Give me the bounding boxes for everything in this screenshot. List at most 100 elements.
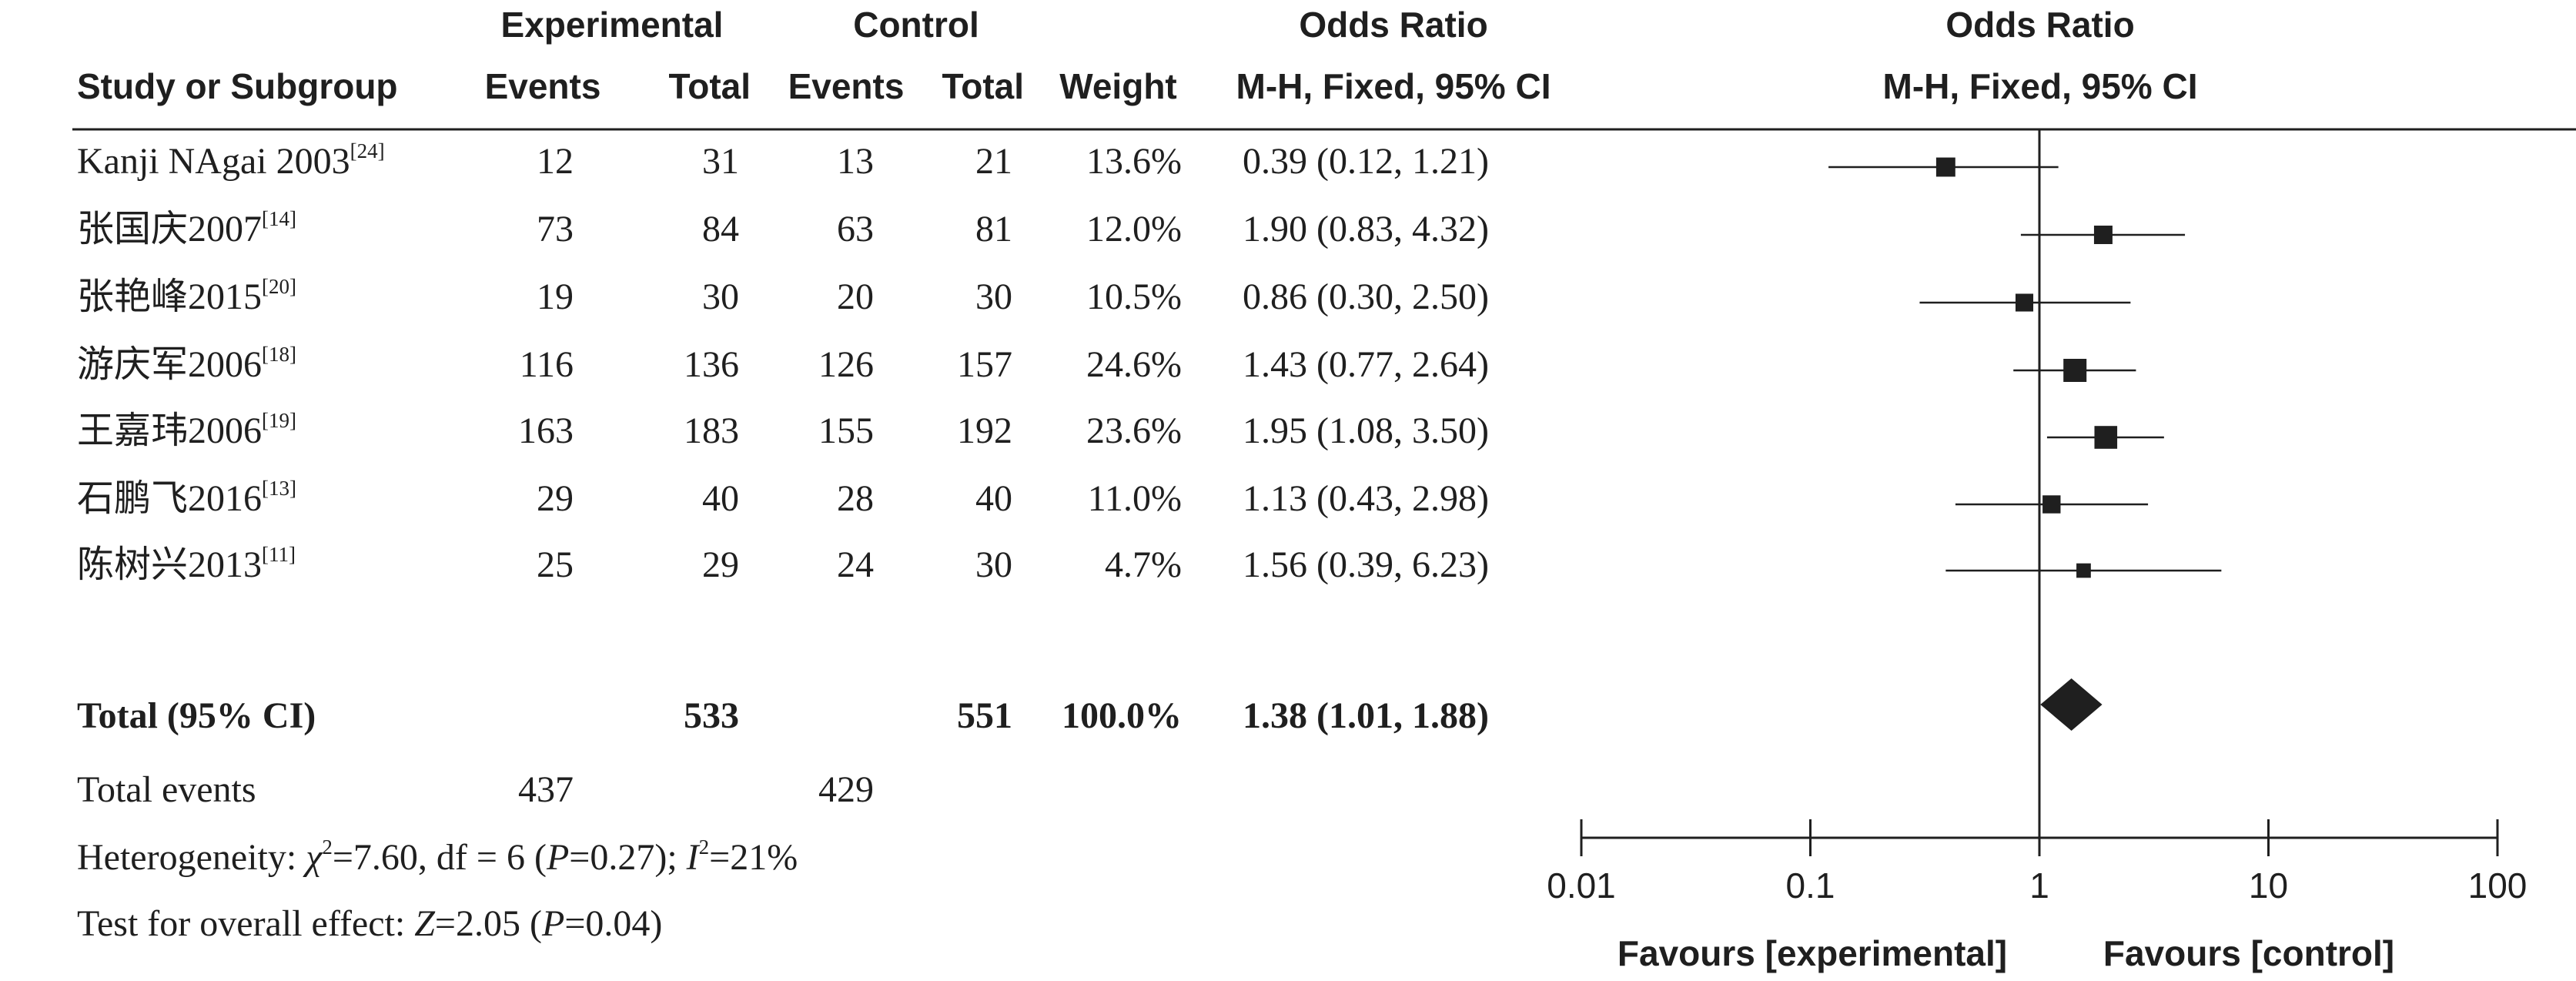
ctl-total-cell: 40 [975,478,1012,519]
total-events-ctl: 429 [818,769,874,810]
exp-events-cell: 25 [537,544,574,585]
study-reference: [20] [262,275,296,298]
study-name-cell: 石鹏飞2016[13] [77,477,296,525]
study-reference: [24] [350,139,385,162]
study-name-cell: 张艳峰2015[20] [77,275,296,323]
experimental-group-header: Experimental [500,5,724,45]
exp-events-cell: 12 [537,141,574,182]
ctl-total-cell: 81 [975,209,1012,249]
exp-events-cell: 116 [519,344,574,385]
favours-control-label: Favours [control] [2103,933,2394,973]
odds-ratio-table-header: Odds Ratio [1299,5,1488,45]
ctl-events-cell: 13 [837,141,874,182]
study-effect-square [2042,495,2061,514]
weight-cell: 11.0% [1087,478,1182,519]
study-effect-square [2076,563,2091,578]
total-label: Total (95% CI) [77,695,316,736]
ctl-total-cell: 192 [957,410,1012,451]
total-events-exp: 437 [518,769,574,810]
total-ctl-total: 551 [957,695,1012,736]
x-axis-tick-label: 1 [2029,865,2049,906]
exp-total-cell: 136 [684,344,739,385]
ctl-total-cell: 157 [957,344,1012,385]
ctl-events-cell: 63 [837,209,874,249]
exp-total-cell: 40 [702,478,739,519]
exp-events-cell: 29 [537,478,574,519]
weight-cell: 10.5% [1086,276,1182,317]
ci-text-cell: 1.56 (0.39, 6.23) [1243,544,1489,585]
weight-cell: 13.6% [1086,141,1182,182]
study-name-cell: 张国庆2007[14] [77,207,296,256]
total-weight: 100.0% [1062,695,1182,736]
study-reference: [14] [262,207,296,230]
study-name: 张艳峰2015 [77,276,263,317]
ci-text-cell: 0.86 (0.30, 2.50) [1243,276,1489,317]
weight-column-header: Weight [1059,66,1177,106]
total-ci-text: 1.38 (1.01, 1.88) [1243,695,1489,736]
exp-total-cell: 183 [684,410,739,451]
study-reference: [18] [262,343,296,366]
study-effect-square [1935,157,1955,177]
study-effect-square [2094,426,2118,449]
ctl-events-cell: 155 [818,410,874,451]
study-name-cell: Kanji NAgai 2003[24] [77,139,385,188]
study-name: 王嘉玮2006 [77,410,263,451]
ctl-events-cell: 28 [837,478,874,519]
method-plot-header: M-H, Fixed, 95% CI [1882,66,2198,106]
study-name-cell: 陈树兴2013[11] [77,543,296,591]
heterogeneity-text: Heterogeneity: χ2=7.60, df = 6 (P=0.27);… [77,835,798,878]
x-axis-tick-label: 100 [2468,865,2527,906]
weight-cell: 12.0% [1086,209,1182,249]
study-name-cell: 游庆军2006[18] [77,343,296,391]
exp-events-cell: 73 [537,209,574,249]
odds-ratio-plot-header: Odds Ratio [1945,5,2135,45]
study-name: 石鹏飞2016 [77,478,263,519]
ctl-events-cell: 20 [837,276,874,317]
x-axis-tick-label: 0.01 [1547,865,1616,906]
ctl-total-cell: 30 [975,544,1012,585]
ctl-events-cell: 24 [837,544,874,585]
study-name: Kanji NAgai 2003 [77,141,350,182]
exp-total-cell: 84 [702,209,739,249]
ci-text-cell: 1.95 (1.08, 3.50) [1243,410,1489,451]
exp-total-cell: 31 [702,141,739,182]
study-reference: [11] [262,543,296,566]
x-axis-tick-label: 0.1 [1786,865,1835,906]
ctl-total-column-header: Total [942,66,1024,106]
total-events-label: Total events [77,769,256,810]
pooled-effect-diamond [2040,678,2103,731]
ci-text-cell: 1.90 (0.83, 4.32) [1243,209,1489,249]
ci-text-cell: 0.39 (0.12, 1.21) [1243,141,1489,182]
study-column-header: Study or Subgroup [77,66,398,106]
ctl-events-column-header: Events [788,66,905,106]
exp-total-cell: 30 [702,276,739,317]
study-reference: [13] [262,477,296,500]
ctl-total-cell: 21 [975,141,1012,182]
study-effect-square [2015,293,2034,312]
ctl-total-cell: 30 [975,276,1012,317]
weight-cell: 24.6% [1086,344,1182,385]
overall-effect-text: Test for overall effect: Z=2.05 (P=0.04) [77,903,663,944]
method-column-header: M-H, Fixed, 95% CI [1236,66,1551,106]
ctl-events-cell: 126 [818,344,874,385]
study-name: 张国庆2007 [77,209,263,249]
study-name: 陈树兴2013 [77,544,263,585]
exp-total-cell: 29 [702,544,739,585]
control-group-header: Control [853,5,979,45]
total-exp-total: 533 [684,695,739,736]
exp-events-column-header: Events [484,66,601,106]
exp-events-cell: 19 [537,276,574,317]
exp-events-cell: 163 [518,410,574,451]
study-effect-square [2093,226,2113,244]
weight-cell: 4.7% [1105,544,1182,585]
ci-text-cell: 1.43 (0.77, 2.64) [1243,344,1489,385]
x-axis-tick-label: 10 [2249,865,2288,906]
study-reference: [19] [262,409,296,432]
study-name-cell: 王嘉玮2006[19] [77,409,296,457]
study-name: 游庆军2006 [77,344,263,385]
study-effect-square [2063,359,2087,382]
ci-text-cell: 1.13 (0.43, 2.98) [1243,478,1489,519]
favours-experimental-label: Favours [experimental] [1618,933,2007,973]
weight-cell: 23.6% [1086,410,1182,451]
